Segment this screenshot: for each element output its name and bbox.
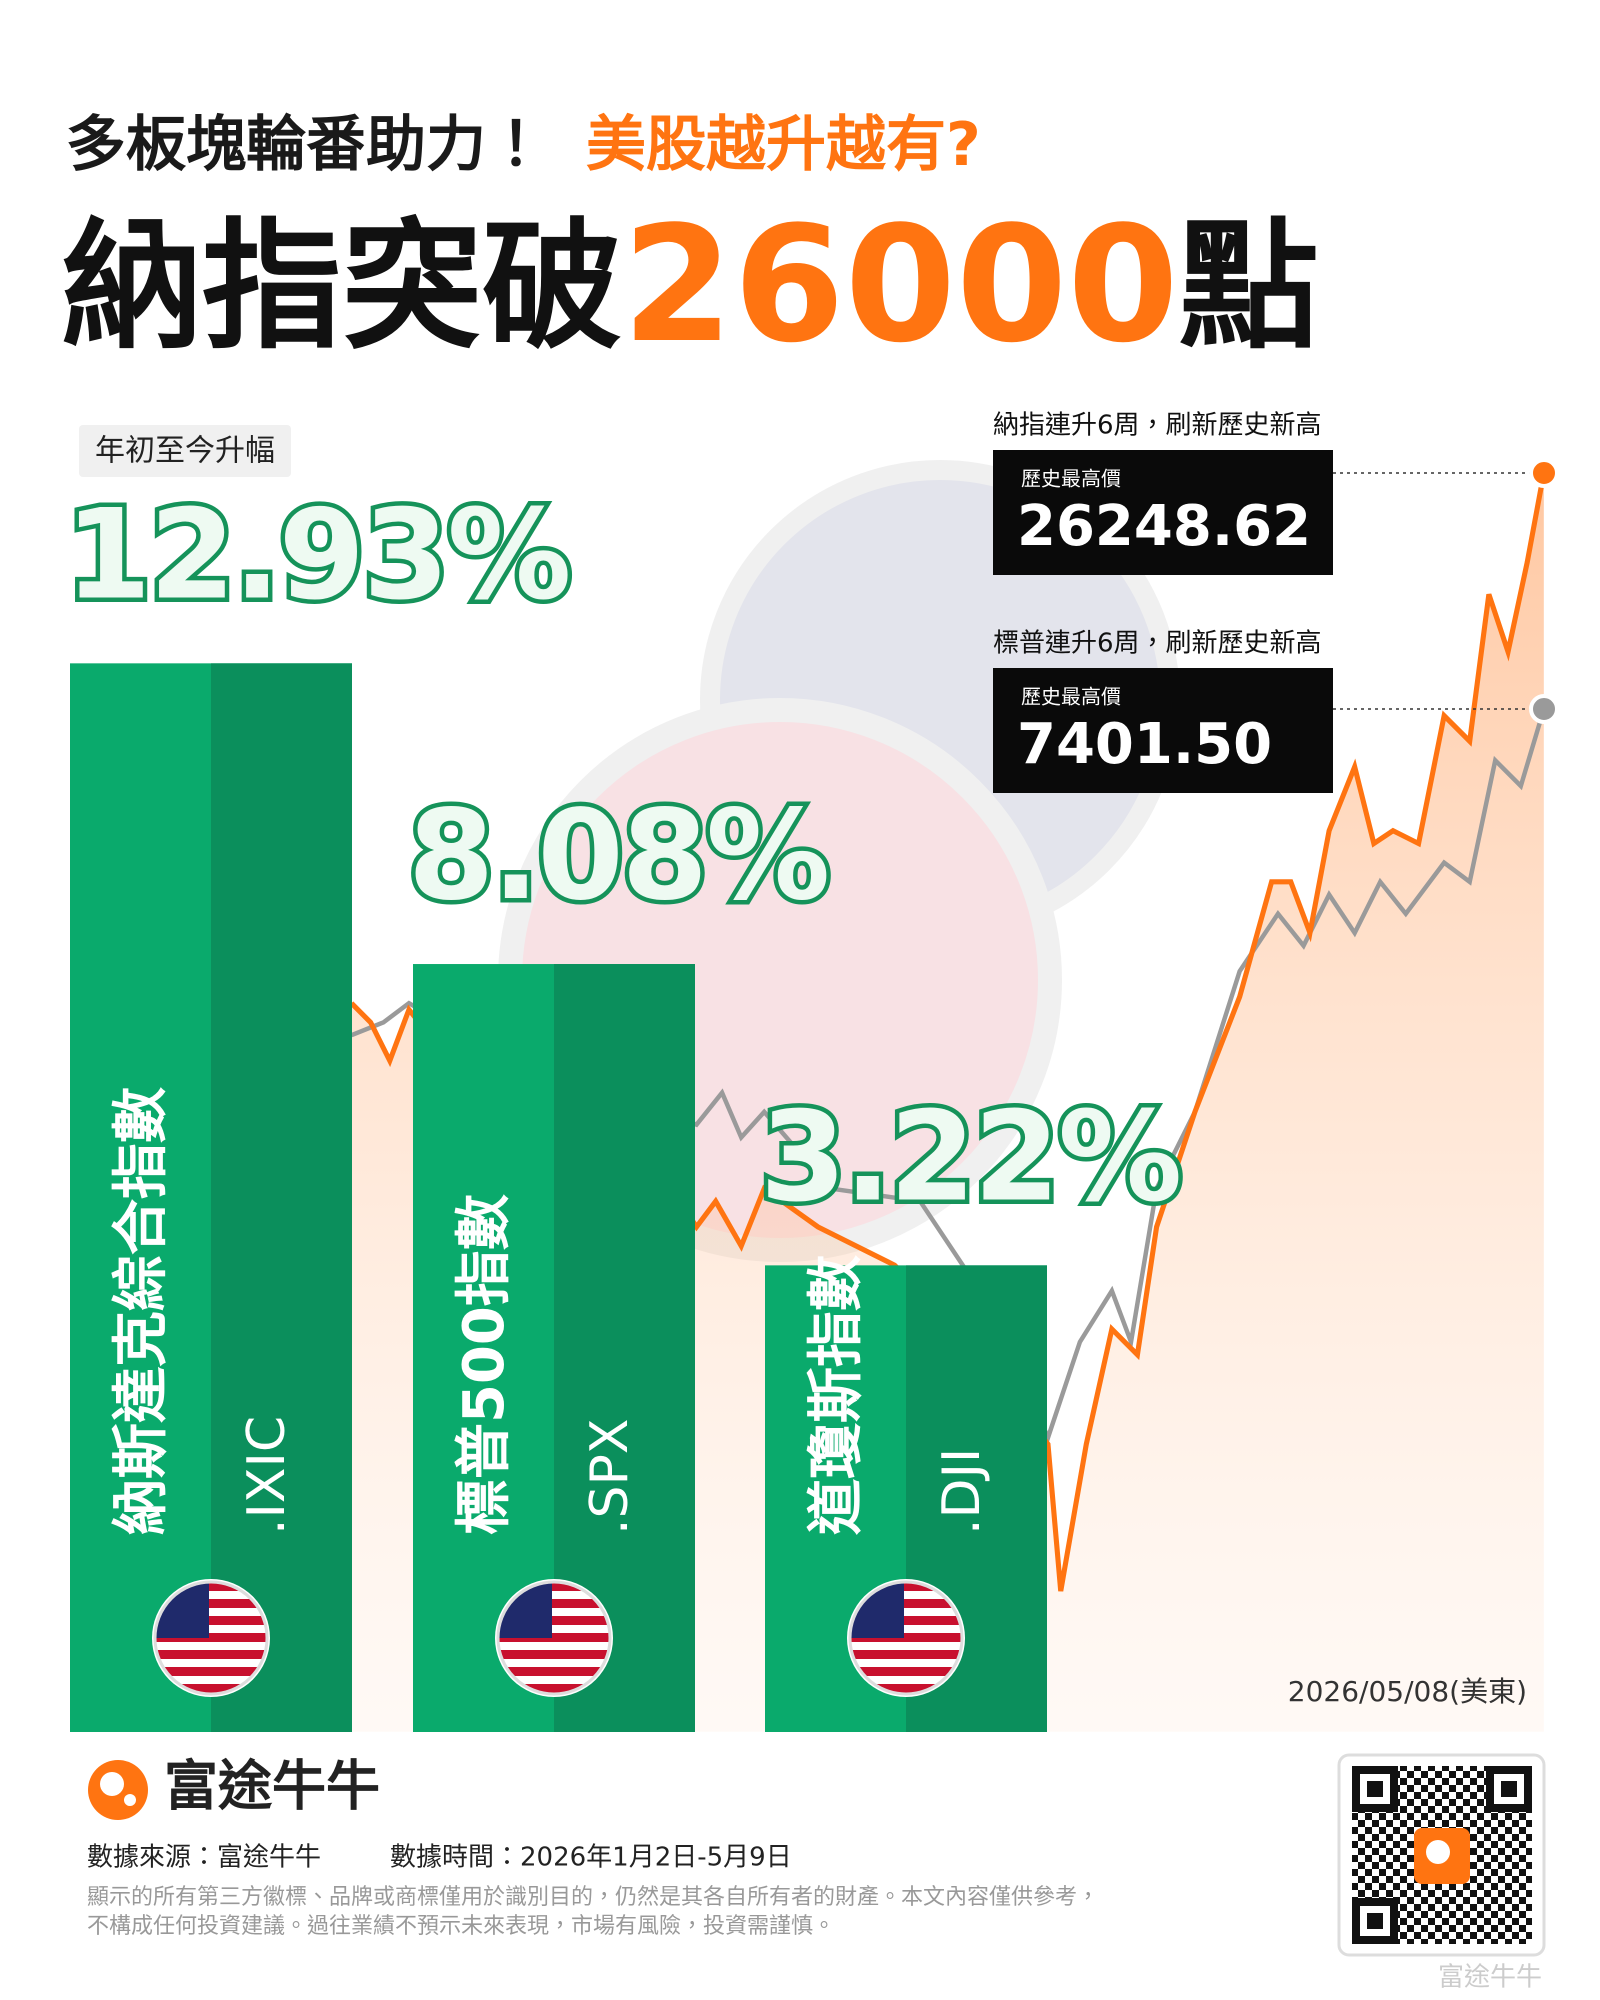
source: 數據來源：富途牛牛 [87,1843,321,1873]
date: 2026/05/08(美東) [1288,1675,1527,1708]
annotation-caption: 納指連升6周，刷新歷史新高 [993,411,1322,441]
title-text: 納指突破 [62,206,622,369]
ticker-label: .DJI [932,1448,992,1535]
ticker-label: .SPX [580,1418,640,1535]
end-dot [1529,458,1559,488]
chart-label: 年初至今升幅 [95,434,275,469]
value-label: 12.93% [65,484,569,628]
period: 數據時間：2026年1月2日-5月9日 [390,1843,792,1873]
watermark: 富途牛牛 [1438,1963,1542,1993]
title-highlight: 26000 [622,191,1179,378]
annotation-label: 歷史最高價 [1021,685,1121,709]
value-label: 8.08% [408,784,828,928]
annotation-value: 26248.62 [1017,494,1311,559]
qr-code [1337,1753,1546,1957]
annotation-box [993,450,1333,575]
logo [88,1760,148,1820]
brand: 富途牛牛 [164,1755,380,1818]
disclaimer: 顯示的所有第三方徽標、品牌或商標僅用於識別目的，仍然是其各自所有者的財產。本文內… [87,1885,1099,1910]
annotation-box [993,668,1333,793]
headline-text: 多板塊輪番助力！ [66,110,546,180]
value-label: 3.22% [760,1086,1180,1230]
title-text: 點 [1179,206,1319,369]
ticker-label: .IXIC [237,1416,297,1535]
annotation-value: 7401.50 [1017,712,1272,777]
disclaimer: 不構成任何投資建議。過往業績不預示未來表現，市場有風險，投資需謹慎。 [87,1914,835,1939]
category-label: 納斯達克綜合指數 [109,1087,174,1535]
label-box [79,425,291,477]
category-label: 標普500指數 [452,1194,517,1535]
bar-shade [211,663,352,1732]
category-label: 道瓊斯指數 [804,1255,869,1536]
main-title: 納指突破26000點 [62,191,1319,378]
annotation-caption: 標普連升6周，刷新歷史新高 [993,629,1322,659]
headline-highlight: 美股越升越有? [586,110,981,180]
end-dot [1529,694,1559,724]
annotation-label: 歷史最高價 [1021,467,1121,491]
headline: 多板塊輪番助力！ 美股越升越有? [66,110,981,180]
